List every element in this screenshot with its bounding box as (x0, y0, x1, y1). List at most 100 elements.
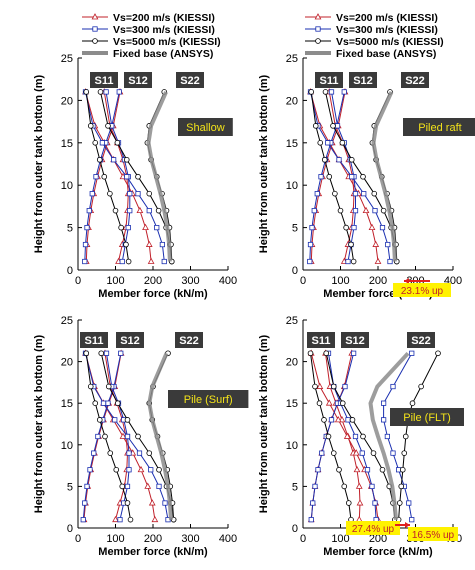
data-point (328, 89, 335, 95)
component-tag-bg (175, 332, 203, 348)
data-point (355, 482, 363, 489)
data-point (144, 482, 152, 489)
data-point (349, 174, 355, 180)
panel-label-text: Pile (FLT) (403, 412, 450, 424)
panel-label-bg (168, 390, 249, 408)
data-point (390, 383, 396, 390)
data-point (339, 140, 346, 146)
data-point (113, 466, 120, 473)
data-point (107, 450, 114, 456)
legend-entry: Vs=200 m/s (KIESSI) (82, 12, 215, 24)
data-point (100, 400, 107, 406)
data-point (82, 241, 89, 248)
data-point (311, 208, 317, 214)
data-point (330, 450, 337, 456)
series-s12-vs5000 (322, 89, 400, 265)
data-point (345, 258, 351, 265)
data-point (351, 350, 357, 356)
data-point (334, 123, 341, 129)
data-point (118, 224, 124, 231)
data-point (112, 515, 119, 523)
data-point (119, 483, 126, 490)
y-tick-label: 20 (286, 95, 298, 107)
legend-marker (92, 38, 98, 44)
data-point (312, 483, 318, 490)
series-s22-vs5000 (146, 350, 177, 523)
series-line (310, 91, 355, 262)
legend-label: Vs=200 m/s (KIESSI) (113, 12, 215, 24)
component-tag-bg (80, 332, 108, 348)
series-line (105, 91, 131, 262)
series-line (310, 353, 355, 520)
series-line (85, 91, 165, 262)
series-line (309, 91, 345, 262)
data-point (341, 89, 347, 95)
panel-label-bg (403, 118, 475, 136)
series-line (383, 353, 413, 520)
legend-label: Fixed base (ANSYS) (113, 48, 213, 60)
data-point (125, 224, 131, 231)
series-line (310, 91, 346, 262)
data-point (114, 400, 121, 407)
annotation-1: 23.1% up (393, 278, 451, 297)
legend-marker (91, 13, 99, 20)
legend-entry: Fixed base (ANSYS) (82, 48, 213, 60)
series-line (368, 351, 410, 520)
data-point (314, 191, 320, 197)
data-point (317, 140, 324, 146)
component-tag-label: S22 (411, 335, 431, 347)
y-tick-label: 25 (61, 315, 73, 327)
data-point (124, 500, 131, 506)
data-point (401, 450, 408, 456)
data-point (352, 433, 359, 440)
data-point (343, 224, 349, 231)
data-point (84, 224, 90, 231)
data-point (328, 417, 335, 423)
data-point (321, 156, 328, 163)
legend-entry: Vs=300 m/s (KIESSI) (305, 24, 438, 36)
data-point (387, 258, 393, 265)
y-tick-label: 10 (286, 440, 298, 452)
data-point (116, 89, 122, 95)
data-point (124, 433, 131, 440)
series-line (82, 353, 122, 520)
data-point (385, 241, 391, 248)
panel-label-text: Shallow (186, 122, 225, 134)
x-tick-label: 0 (300, 533, 306, 545)
data-point (372, 500, 378, 506)
panel-label: Pile (FLT) (390, 408, 464, 426)
data-point (341, 483, 348, 490)
data-point (136, 206, 144, 214)
data-point (360, 433, 366, 440)
data-point (325, 140, 331, 146)
x-tick-label: 100 (106, 275, 124, 287)
data-point (362, 206, 370, 214)
y-axis-title: Height from outer tank bottom (m) (33, 334, 45, 513)
data-point (322, 89, 329, 95)
series-s11-vs5000 (83, 350, 134, 523)
component-tag-label: S22 (179, 335, 199, 347)
y-tick-label: 25 (61, 53, 73, 65)
series-line (325, 353, 361, 520)
series-line (147, 352, 173, 520)
data-point (101, 173, 108, 180)
data-point (384, 433, 390, 440)
data-point (336, 466, 342, 473)
data-point (409, 350, 415, 356)
series-s22-vs200 (307, 349, 382, 523)
data-point (316, 382, 324, 389)
annotation-text: 23.1% up (401, 286, 444, 297)
data-point (370, 450, 377, 456)
series-line (310, 91, 379, 262)
data-point (352, 449, 360, 456)
data-point (325, 433, 332, 440)
component-tag-bg (315, 72, 343, 88)
series-line (398, 353, 439, 520)
legend-entry: Fixed base (ANSYS) (305, 48, 436, 60)
series-line (85, 353, 169, 520)
component-tag-s12: S12 (349, 72, 377, 88)
data-point (126, 467, 132, 473)
data-point (127, 191, 133, 197)
y-tick-label: 0 (67, 265, 73, 277)
data-point (135, 433, 141, 440)
